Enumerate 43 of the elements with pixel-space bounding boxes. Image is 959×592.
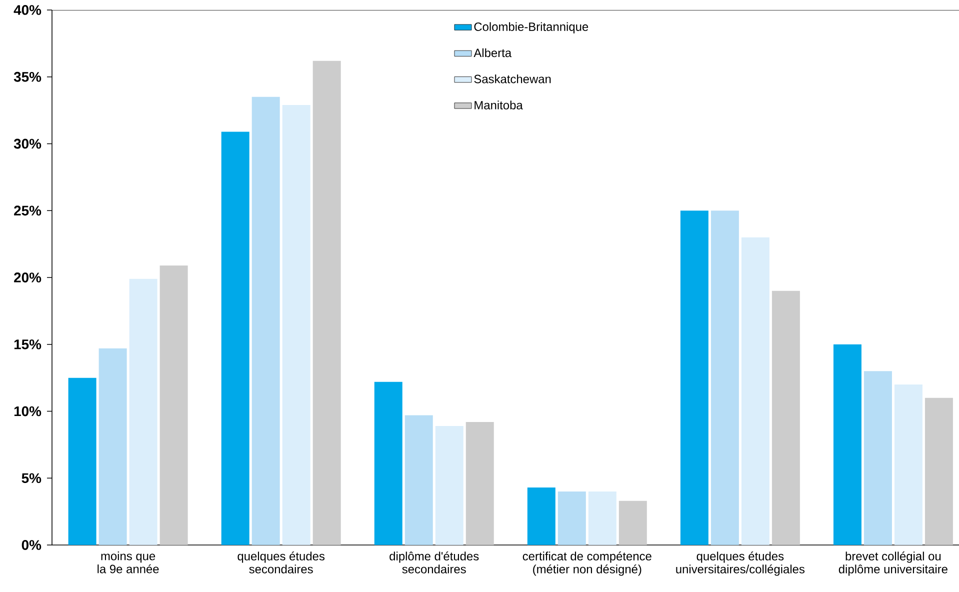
- y-tick-label: 25%: [14, 206, 42, 216]
- y-tick-label: 0%: [22, 540, 42, 550]
- y-tick-label: 40%: [14, 5, 42, 15]
- y-tick-label: 10%: [14, 406, 42, 416]
- y-tick-label: 20%: [14, 272, 42, 282]
- bar: [160, 265, 188, 545]
- bar: [68, 378, 96, 545]
- x-tick-label: brevet collégial ou diplôme universitaire: [838, 552, 948, 576]
- bar: [894, 384, 922, 545]
- bar: [435, 426, 464, 545]
- x-tick-label: quelques études universitaires/collégiales: [676, 552, 805, 576]
- legend-label: Alberta: [474, 48, 512, 58]
- bar: [772, 290, 800, 545]
- bar: [312, 60, 341, 545]
- x-tick-label: diplôme d'études secondaires: [390, 552, 479, 574]
- bar: [466, 422, 494, 545]
- bar: [129, 278, 158, 545]
- legend-label: Manitoba: [474, 100, 523, 110]
- bar: [833, 344, 862, 545]
- bar: [374, 382, 402, 545]
- bar: [404, 415, 433, 545]
- bar: [864, 371, 892, 545]
- bar: [527, 487, 556, 545]
- legend-label: Colombie-Britannique: [474, 22, 588, 34]
- bar: [98, 348, 127, 545]
- bar: [221, 132, 250, 545]
- x-tick-label: moins que la 9e année: [98, 552, 159, 574]
- bar: [710, 210, 739, 545]
- bar: [618, 500, 647, 545]
- bar: [282, 104, 310, 545]
- bar: [741, 237, 770, 545]
- bar: [924, 398, 953, 545]
- y-tick-label: 30%: [14, 138, 42, 149]
- x-tick-label: certificat de compétence (métier non désigné): [522, 552, 652, 576]
- bar: [588, 492, 616, 545]
- y-tick-label: 35%: [14, 72, 42, 82]
- bar: [558, 492, 586, 545]
- y-tick-label: 15%: [14, 339, 42, 350]
- bar: [252, 96, 280, 545]
- y-tick-label: 5%: [22, 473, 42, 484]
- legend-label: Saskatchewan: [474, 74, 551, 84]
- x-tick-label: quelques études secondaires: [238, 552, 324, 574]
- bar: [680, 210, 708, 545]
